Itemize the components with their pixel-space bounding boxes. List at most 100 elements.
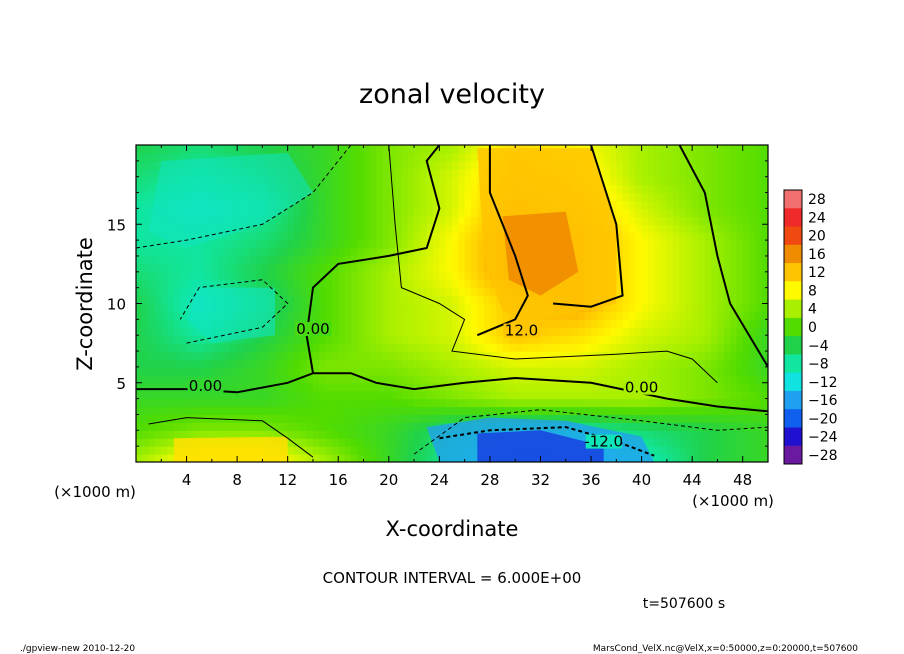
field-cell xyxy=(559,311,567,320)
field-cell xyxy=(673,224,681,233)
field-cell xyxy=(641,366,649,376)
field-cell xyxy=(414,351,421,360)
field-cell xyxy=(742,335,750,344)
field-cell xyxy=(363,287,371,297)
field-cell xyxy=(654,319,662,328)
field-cell xyxy=(357,414,365,423)
field-cell xyxy=(306,343,314,352)
field-cell xyxy=(312,430,320,439)
field-cell xyxy=(736,263,744,273)
field-cell xyxy=(641,303,649,313)
field-cell xyxy=(407,295,415,305)
field-cell xyxy=(742,319,750,328)
field-cell xyxy=(452,192,459,202)
field-cell xyxy=(679,295,687,305)
field-cell xyxy=(268,248,276,257)
field-cell xyxy=(331,454,339,462)
field-cell xyxy=(673,351,681,360)
field-cell xyxy=(603,351,611,360)
field-cell xyxy=(186,145,194,154)
field-cell xyxy=(275,414,282,423)
field-cell xyxy=(711,255,719,265)
field-cell xyxy=(350,414,358,423)
field-cell xyxy=(647,271,655,281)
field-cell xyxy=(350,160,358,170)
field-cell xyxy=(679,390,687,400)
field-cell xyxy=(654,358,662,368)
field-cell xyxy=(306,454,314,462)
field-cell xyxy=(148,390,156,400)
field-cell xyxy=(616,311,624,320)
colorbar-label: 4 xyxy=(808,302,817,318)
field-cell xyxy=(515,358,523,368)
field-cell xyxy=(300,287,308,297)
field-cell xyxy=(534,414,542,423)
field-cell xyxy=(458,192,466,202)
field-cell xyxy=(711,327,719,336)
field-cell xyxy=(294,240,301,249)
field-cell xyxy=(154,351,162,360)
field-cell xyxy=(325,263,333,273)
field-cell xyxy=(350,303,358,313)
colorbar-label: −28 xyxy=(808,448,838,464)
field-cell xyxy=(173,358,181,368)
field-cell xyxy=(647,351,655,360)
field-cell xyxy=(584,335,592,344)
field-cell xyxy=(338,240,346,249)
field-cell xyxy=(559,351,567,360)
field-cell xyxy=(622,390,630,400)
field-cell xyxy=(294,279,301,289)
field-cell xyxy=(439,311,447,320)
field-cell xyxy=(679,343,687,352)
field-cell xyxy=(666,200,674,209)
field-cell xyxy=(654,414,662,423)
field-cell xyxy=(173,303,181,313)
field-cell xyxy=(148,454,156,462)
colorbar-swatch xyxy=(784,299,802,319)
field-cell xyxy=(660,366,668,376)
field-cell xyxy=(319,160,327,170)
field-cell xyxy=(369,374,377,384)
field-cell xyxy=(407,263,415,273)
field-cell xyxy=(357,327,365,336)
field-cell xyxy=(287,263,295,273)
field-cell xyxy=(445,343,453,352)
field-cell xyxy=(363,358,371,368)
field-cell xyxy=(628,414,636,423)
field-cell xyxy=(401,145,409,154)
field-cell xyxy=(597,152,605,162)
field-cell xyxy=(679,200,687,209)
field-cell xyxy=(142,295,150,305)
field-cell xyxy=(749,271,756,281)
field-cell xyxy=(628,390,636,400)
field-cell xyxy=(452,406,459,416)
field-cell xyxy=(584,390,592,400)
field-cell xyxy=(237,343,245,352)
field-cell xyxy=(275,216,282,225)
field-cell xyxy=(679,255,687,265)
field-cell xyxy=(167,311,175,320)
field-cell xyxy=(325,248,333,257)
field-cell xyxy=(414,152,421,162)
field-cell xyxy=(761,255,768,265)
field-cell xyxy=(136,446,143,455)
field-cell xyxy=(224,248,232,257)
field-cell xyxy=(338,454,346,462)
field-cell xyxy=(338,366,346,376)
field-cell xyxy=(654,224,662,233)
field-cell xyxy=(559,366,567,376)
field-cell xyxy=(142,176,150,186)
field-cell xyxy=(136,327,143,336)
field-cell xyxy=(692,248,700,257)
field-cell xyxy=(161,351,169,360)
field-cell xyxy=(369,358,377,368)
field-cell xyxy=(578,335,586,344)
field-cell xyxy=(414,311,421,320)
field-cell xyxy=(698,224,706,233)
field-cell xyxy=(704,335,712,344)
field-cell xyxy=(420,295,428,305)
x-tick-label: 48 xyxy=(733,471,752,489)
field-cell xyxy=(357,438,365,447)
field-cell xyxy=(458,248,466,257)
field-cell xyxy=(249,366,257,376)
